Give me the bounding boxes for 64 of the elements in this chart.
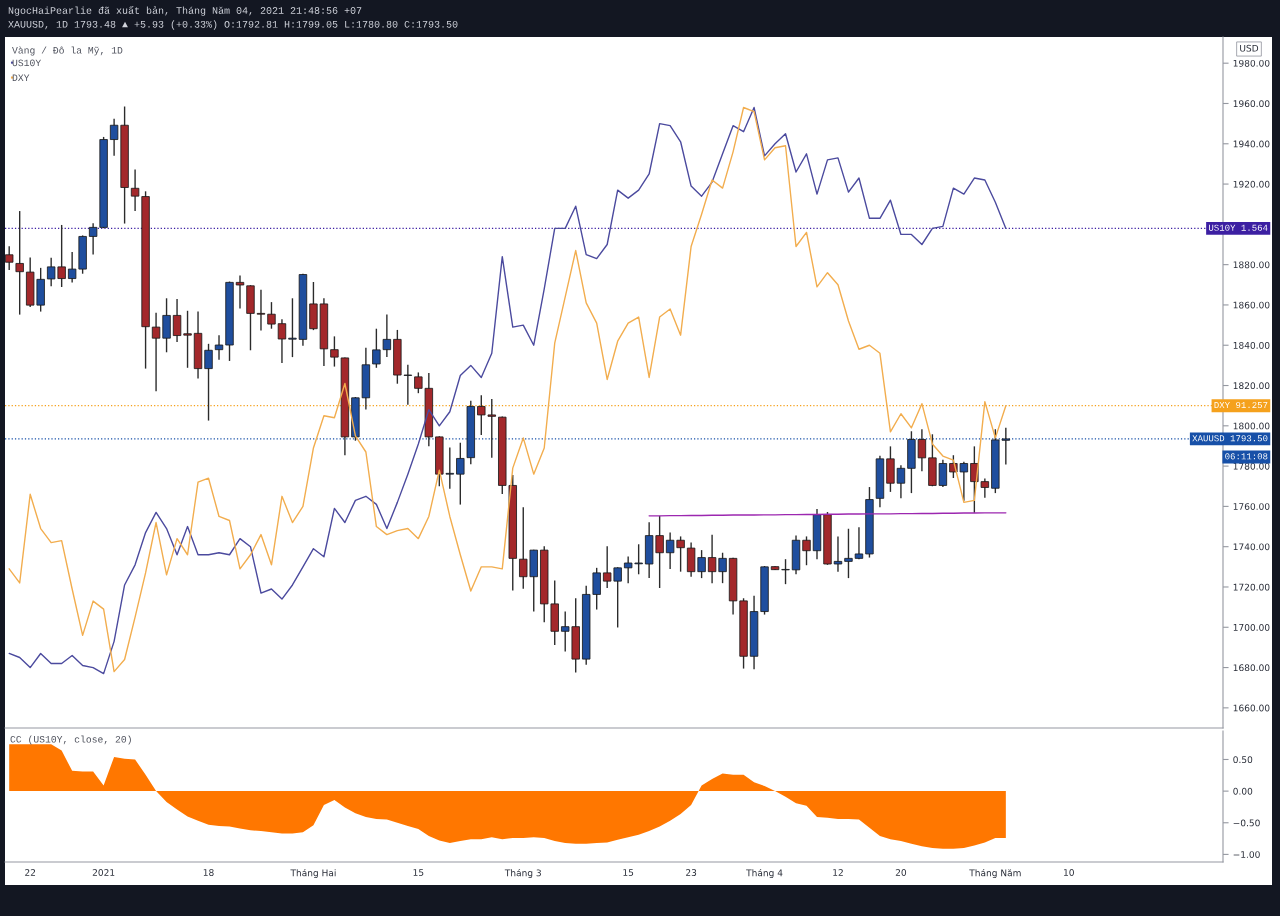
x-tick-label: 22 <box>25 869 36 876</box>
y-tick-label: 1940.00 <box>1233 140 1270 148</box>
x-tick-label: 2021 <box>92 869 115 876</box>
candlestick <box>235 274 245 310</box>
chart-subtitle: XAUUSD, 1D 1793.48 ▲ +5.93 (+0.33%) O:1792.81 H:1799.05 L:1780.80 C:1793.50 <box>8 20 458 30</box>
x-tick-label: 10 <box>1064 869 1074 876</box>
y-tick-label: 1920.00 <box>1233 180 1270 188</box>
y-tick-label: −1.00 <box>1233 851 1260 858</box>
y-tick-label: 1660.00 <box>1233 704 1270 712</box>
x-tick-label: Tháng 3 <box>504 868 541 879</box>
y-tick-label: 1820.00 <box>1233 382 1270 390</box>
candlestick <box>781 558 790 585</box>
candlestick <box>288 297 297 358</box>
candlestick <box>204 343 213 422</box>
y-tick-label: 1720.00 <box>1233 583 1270 591</box>
candlestick <box>267 301 276 330</box>
x-tick-label: Tháng 4 <box>746 868 783 879</box>
legend-label: US10Y <box>12 59 41 67</box>
candlestick <box>151 312 161 393</box>
text: 06:11:08 <box>1225 453 1268 460</box>
chart-title: CC (US10Y, close, 20) <box>10 735 131 745</box>
y-tick-label: 1680.00 <box>1233 664 1270 672</box>
y-tick-label: 1960.00 <box>1233 100 1270 108</box>
legend-label: DXY <box>12 74 30 81</box>
candlestick <box>183 310 192 369</box>
ref-line-label: XAUUSD 1793.50 <box>1192 435 1268 442</box>
candlestick <box>5 245 14 271</box>
candlestick <box>844 528 853 579</box>
candlestick <box>456 442 465 506</box>
candlestick <box>833 535 843 573</box>
chart-title: NgocHaiPearlie đã xuất bản, Tháng Năm 04, 2021 21:48:56 +07 <box>8 6 362 16</box>
candlestick <box>214 334 224 361</box>
x-tick-label: 23 <box>686 869 697 876</box>
y-tick-label: 1980.00 <box>1233 59 1270 67</box>
y-tick-label: 1760.00 <box>1233 503 1270 510</box>
x-tick-label: 20 <box>895 869 907 876</box>
candlestick <box>162 297 171 353</box>
ref-line-label: US10Y 1.564 <box>1209 224 1268 231</box>
y-tick-label: 0.50 <box>1233 756 1253 764</box>
x-tick-label: 18 <box>203 869 214 876</box>
candlestick <box>802 535 811 566</box>
candlestick <box>256 288 266 332</box>
x-tick-label: Tháng Năm <box>969 868 1021 879</box>
annotation: Vàng / Đô la Mỹ, 1D <box>12 46 123 56</box>
candlestick <box>896 464 906 500</box>
y-tick-label: 1700.00 <box>1233 624 1270 631</box>
y-tick-label: 1840.00 <box>1233 341 1270 349</box>
y-axis-title: USD <box>1240 44 1259 52</box>
ref-line-label: DXY 91.257 <box>1214 401 1268 409</box>
y-tick-label: 1860.00 <box>1233 301 1270 309</box>
y-tick-label: 1740.00 <box>1233 543 1270 551</box>
x-tick-label: 12 <box>833 869 843 876</box>
x-tick-label: Tháng Hai <box>290 868 336 879</box>
y-tick-label: 1780.00 <box>1233 462 1270 470</box>
y-tick-label: −0.50 <box>1233 819 1260 827</box>
y-tick-label: 1880.00 <box>1233 261 1270 269</box>
candlestick <box>277 318 287 364</box>
candlestick <box>15 210 24 316</box>
y-tick-label: 0.00 <box>1233 787 1253 795</box>
candlestick <box>854 526 864 560</box>
y-tick-label: 1800.00 <box>1233 422 1270 430</box>
x-tick-label: 15 <box>413 869 424 876</box>
candlestick <box>172 298 182 343</box>
x-tick-label: 15 <box>623 869 634 876</box>
